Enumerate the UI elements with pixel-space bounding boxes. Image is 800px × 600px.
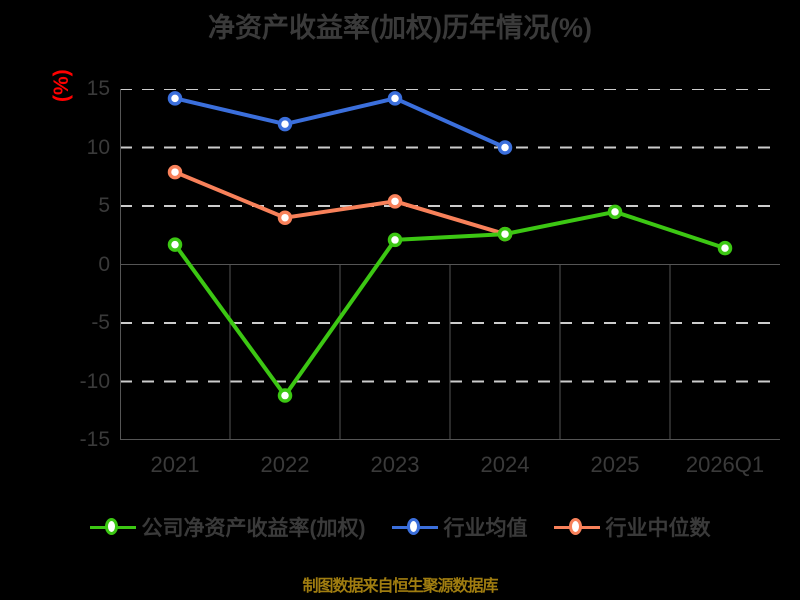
x-axis-tick-label: 2025: [590, 452, 640, 477]
data-point-marker[interactable]: [167, 91, 183, 106]
x-axis-tick-label: 2024: [480, 452, 530, 477]
data-point-marker[interactable]: [387, 194, 403, 209]
y-axis-tick-label: 15: [86, 77, 110, 100]
y-axis-tick-label: 10: [86, 135, 110, 159]
page-title: 净资产收益率(加权)历年情况(%): [208, 13, 592, 43]
legend-marker-icon: [406, 518, 420, 535]
footer-note: 制图数据来自恒生聚源数据库: [302, 578, 498, 595]
legend-marker-icon: [104, 518, 118, 535]
y-axis-tick-label: 5: [98, 194, 110, 217]
series-line: [173, 96, 507, 150]
y-axis-tick-label: -10: [79, 369, 110, 393]
y-axis-tick-label: -15: [79, 428, 110, 451]
legend-item[interactable]: 行业均值: [391, 512, 528, 542]
data-point-marker[interactable]: [717, 240, 733, 256]
data-point-marker[interactable]: [387, 91, 403, 106]
legend-label: 公司净资产收益率(加权): [141, 517, 366, 540]
legend-marker-icon: [568, 518, 582, 535]
y-axis-tick-label: 0: [98, 252, 110, 276]
x-axis-tick-labels: 2021 2022 2023 2024 2025 2026Q1: [120, 452, 780, 484]
data-point-marker[interactable]: [277, 116, 293, 132]
y-axis-tick-label: -5: [91, 311, 110, 334]
x-axis-tick-label: 2026Q1: [685, 452, 765, 477]
x-axis-tick-label: 2021: [150, 452, 200, 477]
legend-label: 行业均值: [443, 517, 528, 540]
legend-item[interactable]: 公司净资产收益率(加权): [89, 512, 366, 542]
line-marker-icon: [553, 516, 600, 538]
legend-label: 行业中位数: [605, 517, 711, 540]
x-axis-tick-label: 2022: [260, 452, 310, 477]
y-axis-tick-labels: 15 10 5 0 -5 -10 -15: [48, 78, 110, 450]
line-marker-icon: [391, 516, 438, 538]
data-point-marker[interactable]: [277, 210, 293, 225]
legend-item[interactable]: 行业中位数: [553, 512, 711, 542]
data-point-marker[interactable]: [497, 226, 513, 242]
series-line: [173, 170, 507, 237]
plot-area: [120, 89, 780, 440]
x-axis-tick-label: 2023: [370, 452, 420, 477]
data-point-marker[interactable]: [277, 388, 293, 403]
data-point-marker[interactable]: [387, 232, 403, 248]
line-marker-icon: [89, 516, 136, 538]
data-point-marker[interactable]: [607, 204, 623, 220]
chart-legend: 公司净资产收益率(加权) 行业均值 行业中位数: [0, 512, 800, 542]
chart-canvas: [120, 89, 780, 440]
data-point-marker[interactable]: [167, 237, 183, 252]
series-line: [173, 209, 727, 398]
data-point-marker[interactable]: [497, 140, 513, 155]
data-point-marker[interactable]: [167, 164, 183, 180]
